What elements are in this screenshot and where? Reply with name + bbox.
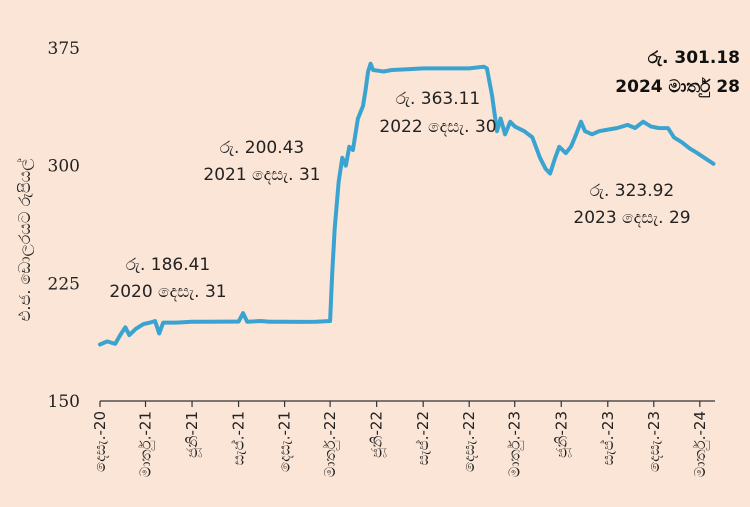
annotations: රු. 186.41 2020 දෙසැ. 31 රු. 200.43 2021 දෙ…: [109, 48, 740, 302]
y-tick-label: 150: [48, 392, 80, 412]
series-line: [98, 61, 716, 347]
series-group: [98, 61, 716, 347]
annotation-2021-line-1: රු. 200.43: [220, 138, 305, 158]
annotation-2023-line-2: 2023 දෙසැ. 29: [573, 208, 690, 228]
x-tick-label: සැප්.-21: [229, 411, 247, 465]
x-tick-label: සැප්.-23: [599, 411, 617, 465]
x-tick-label: මාර්තු.-22: [321, 411, 339, 477]
y-tick-label: 225: [48, 274, 80, 294]
x-tick-label: මාර්තු.-24: [691, 411, 709, 477]
x-tick-label: මාර්තු.-21: [137, 411, 155, 477]
annotation-2023-line-1: රු. 323.92: [590, 181, 675, 201]
x-tick-label: දෙසැ.-21: [276, 411, 294, 472]
x-tick-label: ජූනි-21: [183, 411, 202, 458]
y-axis: 375 300 225 150: [48, 39, 80, 412]
x-tick-label: දෙසැ.-22: [460, 411, 478, 472]
x-tick-label: ජූනි-23: [552, 411, 571, 458]
annotation-2021-line-2: 2021 දෙසැ. 31: [203, 165, 320, 185]
annotation-2022-line-2: 2022 දෙසැ. 30: [379, 117, 496, 137]
annotation-2022-line-1: රු. 363.11: [396, 89, 481, 109]
annotation-2020-line-1: රු. 186.41: [126, 255, 211, 275]
x-tick-label: සැප්.-22: [414, 411, 432, 465]
y-tick-label: 300: [48, 157, 80, 177]
annotation-2024-line-2: 2024 මාර්තු 28: [615, 77, 740, 98]
x-axis: දෙසැ.-20 මාර්තු.-21 ජූනි-21 සැප්.-21 දෙසැ.-2…: [91, 400, 715, 477]
x-tick-label: දෙසැ.-20: [91, 411, 109, 472]
y-tick-label: 375: [48, 39, 80, 59]
x-tick-label: ජූනි-22: [368, 411, 387, 458]
x-tick-label: මාර්තු.-23: [506, 411, 524, 477]
annotation-2024-line-1: රු. 301.18: [648, 48, 740, 68]
x-tick-label: දෙසැ.-23: [645, 411, 663, 472]
y-axis-label: එ.ජ. ඩොලරයට රුපියල්: [15, 159, 35, 322]
annotation-2020-line-2: 2020 දෙසැ. 31: [109, 282, 226, 302]
